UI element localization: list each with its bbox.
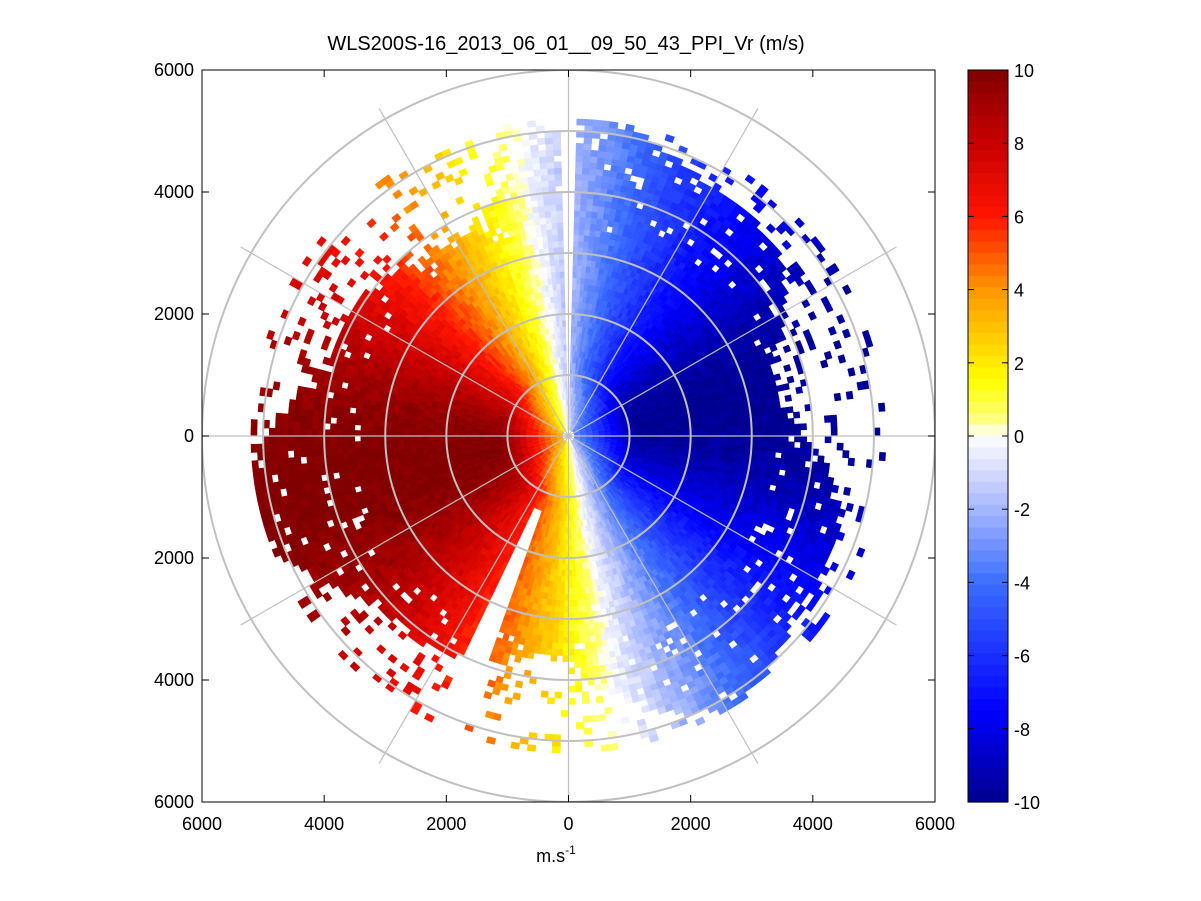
velocity-cell [571, 545, 575, 553]
velocity-cell [452, 438, 459, 443]
velocity-cell [557, 301, 563, 309]
velocity-cell [574, 563, 580, 571]
velocity-cell [571, 301, 576, 309]
velocity-cell [659, 430, 667, 434]
velocity-cell [678, 429, 685, 434]
velocity-cell [671, 429, 679, 434]
velocity-cell [464, 438, 472, 442]
velocity-cell [565, 393, 568, 400]
velocity-cell [565, 386, 568, 394]
chart-title: WLS200S-16_2013_06_01__09_50_43_PPI_Vr (… [327, 33, 804, 55]
velocity-cell [562, 319, 566, 327]
velocity-cell [561, 301, 566, 309]
velocity-cell [470, 438, 478, 442]
velocity-cell [566, 399, 568, 406]
velocity-cell [565, 380, 568, 388]
velocity-cell [566, 405, 569, 412]
velocity-cell [570, 533, 575, 540]
velocity-cell [563, 338, 567, 345]
velocity-cell [570, 527, 574, 534]
velocity-cell [571, 563, 576, 571]
velocity-cell [696, 425, 703, 430]
velocity-cell [433, 428, 441, 433]
velocity-cell [563, 344, 567, 351]
velocity-cell [571, 295, 577, 303]
velocity-cell [458, 438, 466, 443]
velocity-cell [434, 442, 441, 447]
velocity-cell [564, 362, 567, 370]
velocity-cell [561, 563, 566, 571]
velocity-cell [665, 430, 673, 434]
velocity-cell [570, 539, 575, 547]
velocity-cell [563, 350, 567, 358]
velocity-cell [696, 428, 704, 433]
velocity-cell [562, 325, 567, 333]
velocity-cell [433, 439, 441, 444]
velocity-cell [696, 439, 704, 444]
velocity-cell [562, 332, 567, 339]
velocity-cell [564, 356, 567, 364]
